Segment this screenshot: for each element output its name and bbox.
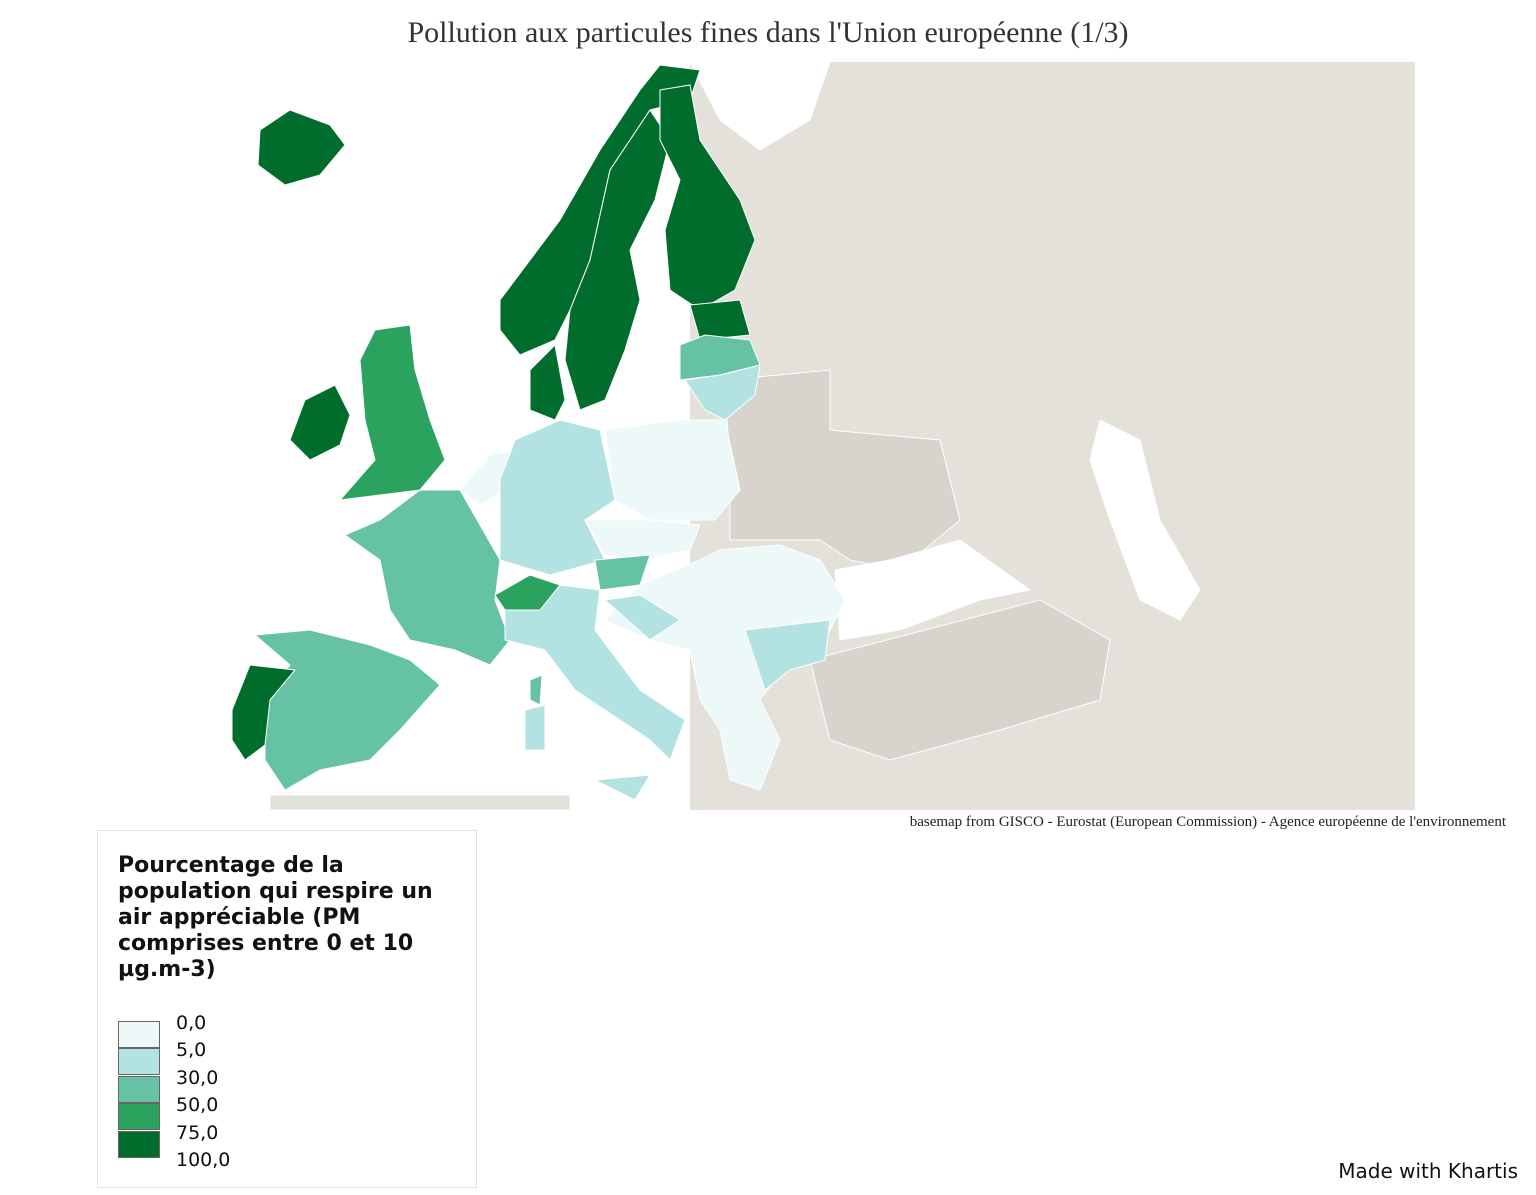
country: [689, 299, 751, 341]
country: [257, 109, 346, 186]
legend-label: 75,0: [176, 1121, 219, 1144]
legend: Pourcentage de la population qui respire…: [97, 830, 477, 1188]
country: [524, 704, 546, 751]
country: [744, 619, 831, 691]
country: [604, 544, 846, 791]
country: [684, 364, 761, 421]
legend-swatch: [118, 1048, 160, 1076]
country: [593, 774, 651, 801]
legend-label: 5,0: [176, 1039, 207, 1062]
north-africa: [269, 794, 571, 811]
country: [499, 419, 616, 576]
legend-label: 50,0: [176, 1094, 219, 1117]
sea: [834, 539, 1032, 641]
country: [659, 84, 756, 311]
country: [253, 629, 441, 791]
country: [343, 489, 511, 666]
country: [603, 594, 681, 641]
legend-swatch: [118, 1075, 160, 1103]
country: [338, 324, 446, 501]
country: [564, 109, 671, 411]
country: [529, 674, 543, 706]
non-eu-country: [809, 599, 1111, 761]
country: [231, 664, 296, 761]
map-title: Pollution aux particules fines dans l'Un…: [407, 16, 1129, 49]
legend-swatch: [118, 1130, 160, 1158]
country: [584, 519, 701, 561]
legend-label: 30,0: [176, 1066, 219, 1089]
legend-swatch: [118, 1103, 160, 1131]
legend-label: 100,0: [176, 1149, 231, 1171]
credit: Made with Khartis: [1338, 1159, 1518, 1183]
sea: [1089, 419, 1201, 621]
country: [529, 343, 566, 421]
sea: [689, 61, 831, 151]
country: [289, 384, 351, 461]
country: [494, 574, 561, 611]
legend-label: 0,0: [176, 1012, 207, 1034]
source-note: basemap from GISCO - Eurostat (European …: [909, 814, 1506, 830]
legend-swatch: [118, 1021, 160, 1048]
eu-countries: [231, 64, 846, 801]
country: [604, 419, 741, 521]
country: [594, 554, 651, 591]
legend-title: Pourcentage de la population qui respire…: [118, 853, 433, 982]
